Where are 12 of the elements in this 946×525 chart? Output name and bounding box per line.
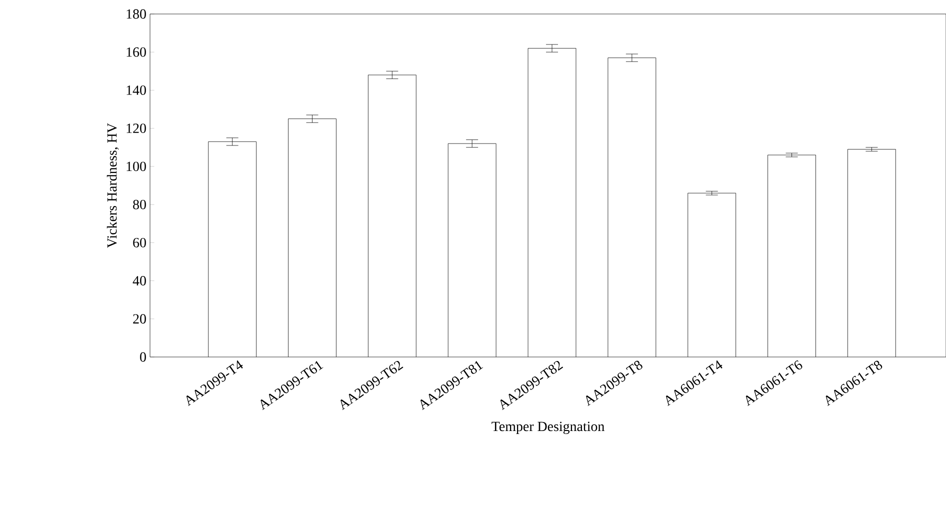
y-tick-label: 20 (133, 314, 146, 324)
x-axis-title: Temper Designation (492, 422, 604, 434)
y-tick-label: 80 (133, 200, 146, 210)
y-tick-label: 40 (132, 276, 146, 286)
y-tick-label: 120 (126, 124, 146, 134)
y-tick-label: 0 (140, 352, 146, 362)
y-tick-label: 60 (133, 238, 146, 248)
y-tick-label: 160 (126, 47, 146, 57)
y-tick-label: 140 (126, 85, 146, 95)
y-tick-label: 180 (126, 9, 146, 19)
y-axis-title: Vickers Hardness, HV (106, 123, 119, 248)
y-tick-label: 100 (126, 162, 146, 172)
